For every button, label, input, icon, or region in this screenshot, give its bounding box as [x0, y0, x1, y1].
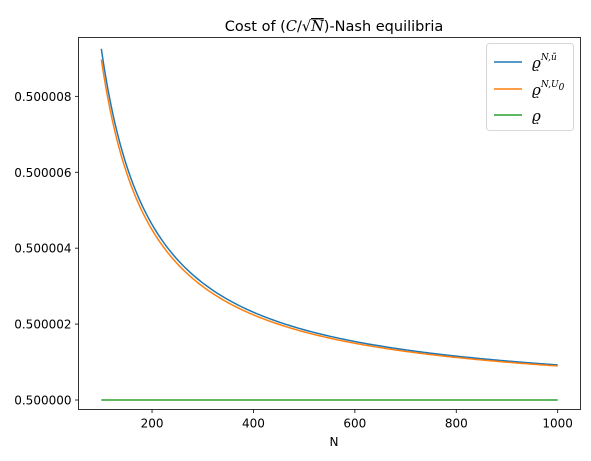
y-tick-label: 0.500000	[14, 394, 71, 408]
y-tick-label: 0.500002	[14, 318, 71, 332]
x-axis-ticks: 200 400 600 800 1000	[141, 409, 573, 431]
legend-box	[486, 43, 574, 131]
legend-label-series-2: ϱN,U0	[532, 80, 565, 99]
legend-label-series-3: ϱ	[532, 107, 541, 125]
chart-title: Cost of (C/√N)-Nash equilibria	[225, 19, 444, 35]
y-tick-label: 0.500006	[14, 166, 71, 180]
x-tick-label: 800	[445, 417, 468, 431]
x-tick-label: 1000	[542, 417, 573, 431]
series-line-1	[100, 48, 558, 366]
plot-frame	[78, 37, 581, 410]
y-tick-label: 0.500008	[14, 90, 71, 104]
series-layer	[100, 48, 558, 401]
x-tick-label: 200	[141, 417, 164, 431]
legend-label-series-1: ϱN,ũ	[532, 52, 557, 72]
x-tick-label: 600	[343, 417, 366, 431]
series-line-2	[100, 59, 558, 367]
x-tick-label: 400	[242, 417, 265, 431]
y-axis-ticks: 0.500000 0.500002 0.500004 0.500006 0.500008	[14, 90, 79, 408]
legend: ϱN,ũ ϱN,U0 ϱ	[486, 43, 574, 131]
y-tick-label: 0.500004	[14, 242, 71, 256]
x-axis-label: N	[330, 435, 339, 449]
